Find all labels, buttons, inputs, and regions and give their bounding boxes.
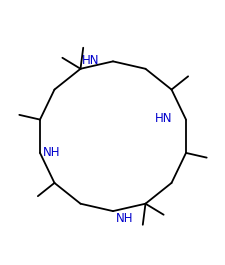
Text: HN: HN xyxy=(154,112,171,125)
Text: HN: HN xyxy=(81,54,99,67)
Text: NH: NH xyxy=(42,146,60,160)
Text: NH: NH xyxy=(115,212,132,225)
